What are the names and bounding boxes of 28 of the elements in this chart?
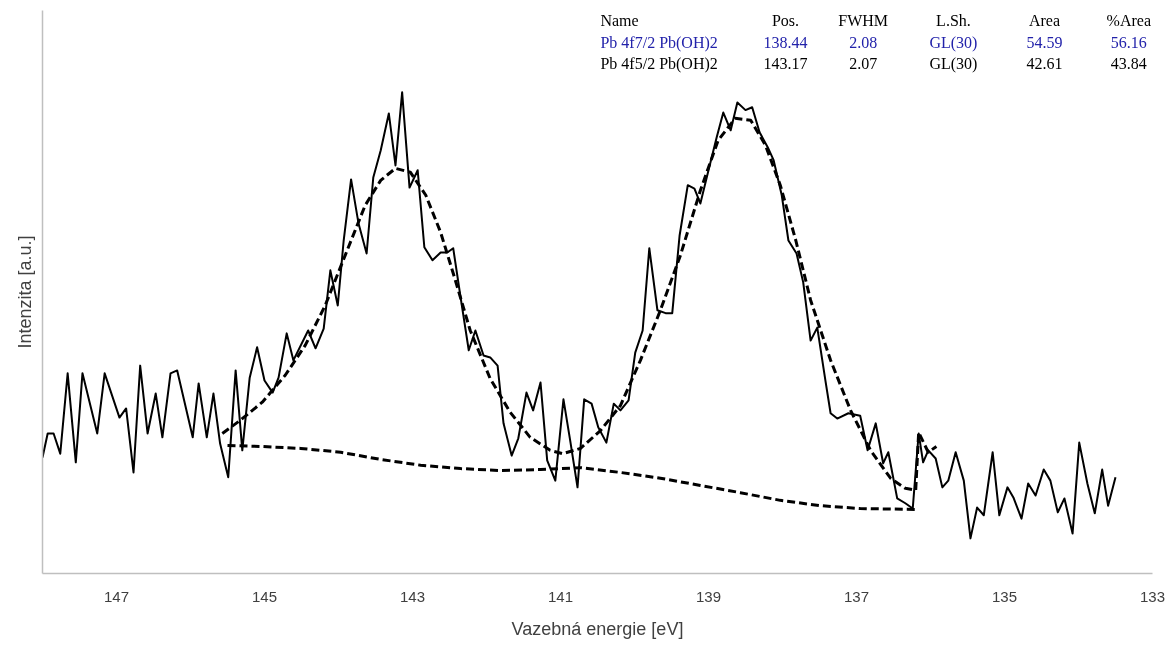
x-tick-label: 145	[251, 587, 278, 605]
text: Name	[600, 11, 639, 29]
x-tick-label: 135	[991, 587, 1018, 605]
text: 138.44	[763, 33, 808, 51]
x-tick-label: 143	[399, 587, 426, 605]
x-tick-label: 147	[103, 587, 130, 605]
text: 2.08	[849, 33, 878, 51]
x-tick-label: 137	[843, 587, 870, 605]
text: 42.61	[1026, 54, 1063, 72]
text: GL(30)	[929, 54, 978, 73]
text: 2.07	[849, 54, 878, 72]
text: GL(30)	[929, 33, 978, 52]
text: FWHM	[838, 11, 889, 29]
x-tick-label: 133	[1139, 587, 1166, 605]
text: Area	[1028, 11, 1061, 29]
text: 43.84	[1110, 54, 1147, 72]
text: %Area	[1106, 11, 1152, 29]
text: Pb 4f5/2 Pb(OH)2	[600, 54, 718, 73]
x-axis-title: Vazebná energie [eV]	[511, 618, 684, 639]
text: 54.59	[1026, 33, 1063, 51]
x-tick-label: 139	[695, 587, 722, 605]
x-tick-label: 141	[547, 587, 574, 605]
text: Pos.	[771, 11, 800, 29]
text: 56.16	[1110, 33, 1147, 51]
text: 143.17	[763, 54, 808, 72]
y-axis-title: Intenzita [a.u.]	[14, 235, 35, 349]
text: L.Sh.	[936, 11, 971, 29]
text: Pb 4f7/2 Pb(OH)2	[600, 33, 718, 52]
